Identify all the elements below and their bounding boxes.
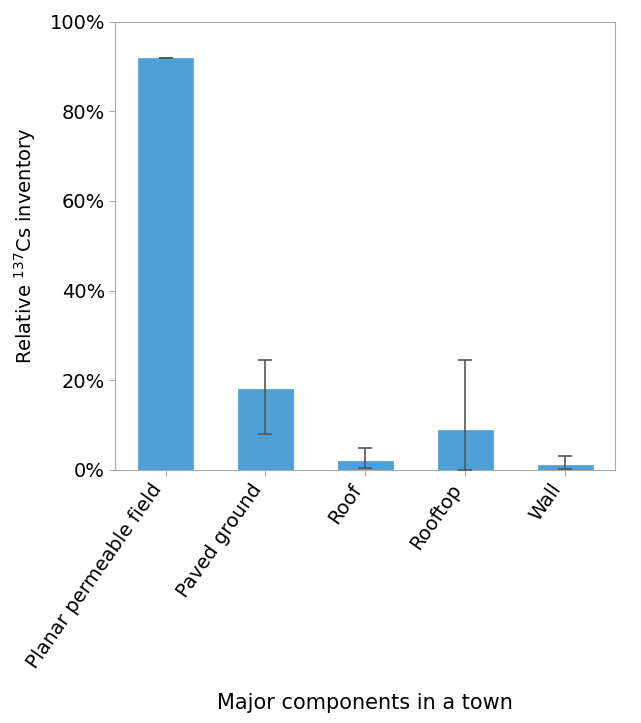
Y-axis label: Relative $^{137}$Cs inventory: Relative $^{137}$Cs inventory [12,127,38,364]
Bar [538,466,593,470]
Bar [238,389,293,470]
X-axis label: Major components in a town: Major components in a town [217,693,513,713]
Bar [338,461,393,470]
Bar [138,58,193,470]
Bar [438,429,493,470]
